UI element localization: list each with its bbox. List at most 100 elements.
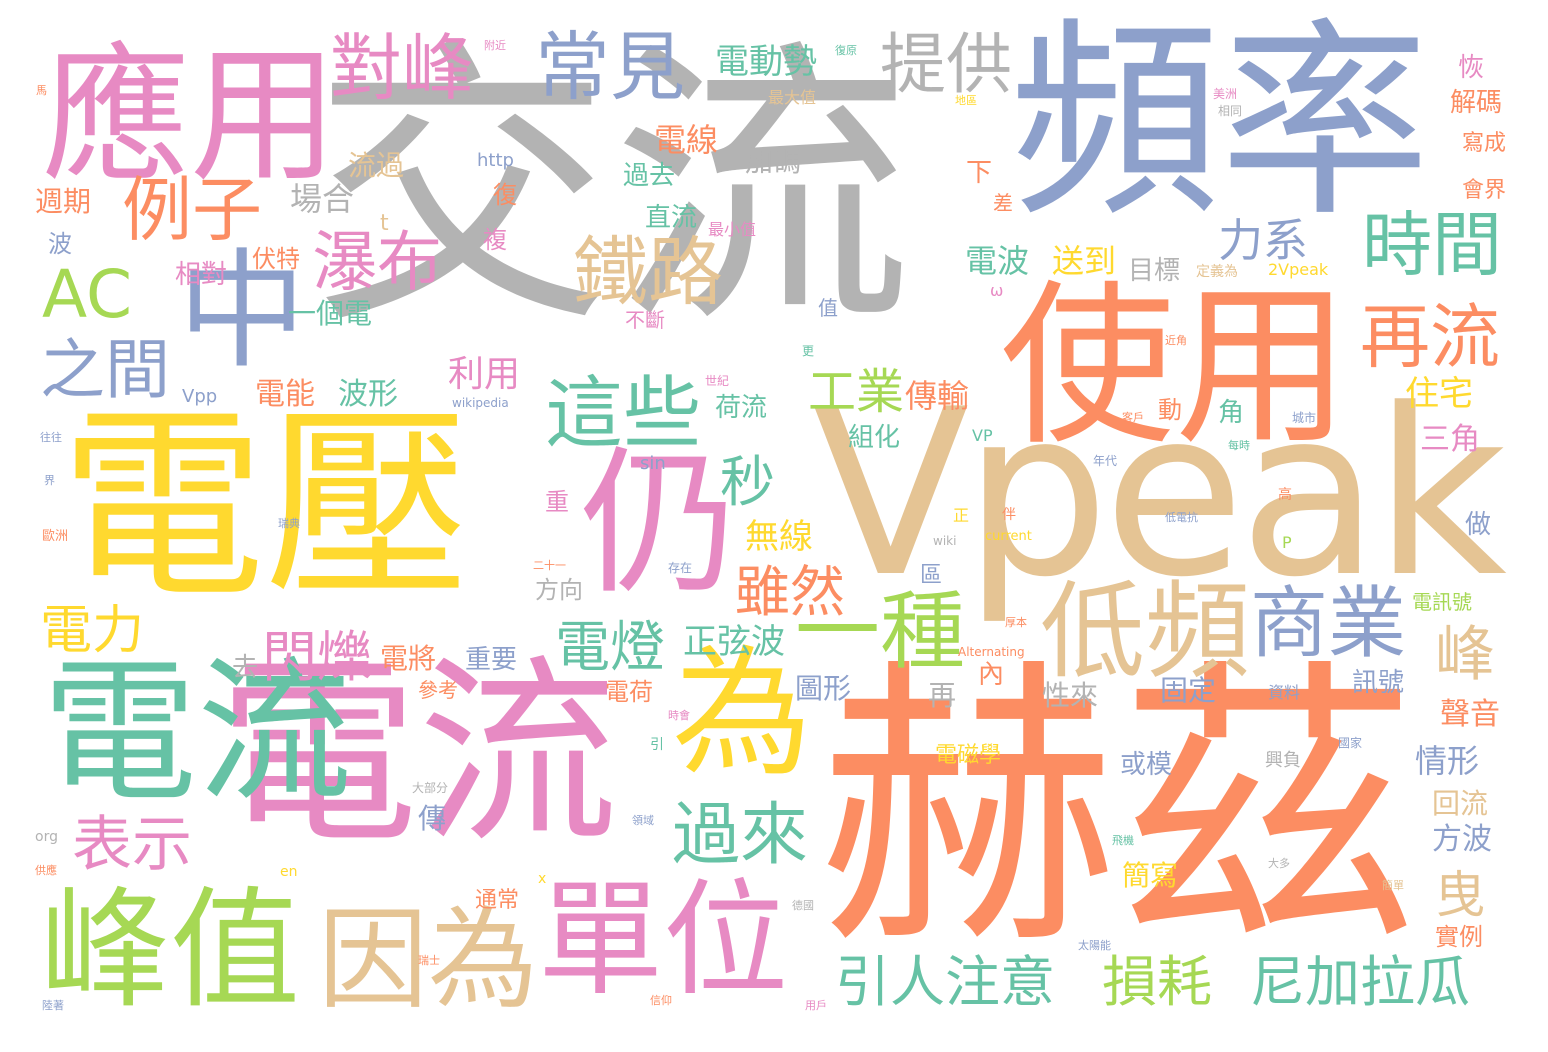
word-cloud-word: 固定 xyxy=(1160,674,1217,707)
word-cloud-word: 復 xyxy=(493,181,517,209)
word-cloud-word: 世紀 xyxy=(705,374,730,388)
word-cloud-word: 電流 xyxy=(42,642,352,823)
word-cloud-word: 一種 xyxy=(795,583,966,682)
word-cloud-word: Vpp xyxy=(182,386,218,407)
word-cloud-word: x xyxy=(538,871,547,887)
word-cloud-word: 對峰 xyxy=(330,26,475,110)
word-cloud-word: 下 xyxy=(966,158,993,188)
word-cloud-word: VP xyxy=(972,426,993,445)
word-cloud-word: 差 xyxy=(993,191,1013,215)
word-cloud-word: 領域 xyxy=(632,814,654,827)
word-cloud-word: ω xyxy=(990,281,1004,300)
word-cloud-word: 重要 xyxy=(465,645,518,675)
word-cloud-word: 鐵路 xyxy=(573,228,724,316)
word-cloud-word: 電力 xyxy=(40,601,145,661)
word-cloud-word: 中 xyxy=(178,237,307,386)
word-cloud-word: 住宅 xyxy=(1405,374,1473,414)
word-cloud-word: 仍 xyxy=(580,432,738,616)
word-cloud-word: 峰值 xyxy=(40,874,301,1026)
word-cloud-word: 德國 xyxy=(792,899,814,912)
word-cloud-word: 表示 xyxy=(72,810,192,880)
word-cloud-word: 例子 xyxy=(122,169,262,251)
word-cloud-word: 近角 xyxy=(1165,334,1187,347)
word-cloud-word: 往往 xyxy=(40,431,62,444)
word-cloud-word: 做 xyxy=(1465,510,1492,540)
word-cloud-word: 頻率 xyxy=(1010,0,1431,245)
word-cloud-word: 正弦波 xyxy=(683,622,785,662)
word-cloud-word: 正 xyxy=(953,506,970,525)
word-cloud-word: AC xyxy=(42,256,133,333)
word-cloud-word: 引 xyxy=(650,737,664,753)
word-cloud-word: 城市 xyxy=(1292,411,1317,425)
word-cloud-word: 解碼 xyxy=(1450,88,1503,118)
word-cloud-word: 國家 xyxy=(1338,736,1363,750)
word-cloud-word: 三角 xyxy=(1420,422,1480,457)
word-cloud-word: 電燈 xyxy=(555,615,666,679)
word-cloud-word: 波 xyxy=(48,230,72,258)
word-cloud-word: 值 xyxy=(818,296,838,320)
word-cloud-word: 荷流 xyxy=(715,393,768,423)
word-cloud-word: 參考 xyxy=(418,678,458,702)
word-cloud-word: 大多 xyxy=(1268,857,1290,870)
word-cloud-word: 厚本 xyxy=(1005,616,1027,629)
word-cloud-word: 飛機 xyxy=(1112,834,1134,847)
word-cloud-word: 大部分 xyxy=(412,781,449,795)
word-cloud-word: 二十一 xyxy=(533,559,566,572)
word-cloud-word: wikipedia xyxy=(452,396,509,410)
word-cloud-word: 方向 xyxy=(535,576,583,604)
word-cloud-word: P xyxy=(1282,533,1292,552)
word-cloud-word: 電能 xyxy=(255,377,315,412)
word-cloud-word: 重 xyxy=(545,488,569,516)
word-cloud-word: 會界 xyxy=(1462,178,1507,203)
word-cloud-word: 界 xyxy=(44,474,55,487)
word-cloud-word: 供應 xyxy=(35,864,57,877)
word-cloud-word: 內 xyxy=(978,660,1005,690)
word-cloud-word: 損耗 xyxy=(1102,950,1213,1014)
word-cloud-word: 商業 xyxy=(1250,579,1407,669)
word-cloud-word: 這些 xyxy=(545,369,702,459)
word-cloud-word: 實例 xyxy=(1435,923,1483,951)
word-cloud-word: 之間 xyxy=(40,333,171,408)
word-cloud-word: 引人注意 xyxy=(835,950,1056,1014)
word-cloud-word: 去 xyxy=(232,653,259,683)
word-cloud-word: 傳輸 xyxy=(905,377,970,415)
word-cloud-word: 定義為 xyxy=(1196,264,1238,280)
word-cloud-word: Vpeak xyxy=(812,361,1507,628)
word-cloud-word: 過去 xyxy=(623,161,676,191)
word-cloud-word: 應用 xyxy=(42,30,338,202)
word-cloud-word: 每時 xyxy=(1228,439,1250,452)
word-cloud-word: http xyxy=(477,150,514,171)
word-cloud-word: t xyxy=(380,211,389,236)
word-cloud-word: 最大值 xyxy=(768,88,817,107)
word-cloud-word: 存在 xyxy=(668,561,693,575)
word-cloud-word: 週期 xyxy=(35,185,92,218)
word-cloud-word: 赫茲 xyxy=(818,635,1418,984)
word-cloud-word: 興負 xyxy=(1265,750,1301,771)
word-cloud-word: 目標 xyxy=(1128,256,1181,286)
word-cloud-word: 送到 xyxy=(1052,242,1117,280)
word-cloud-word: 加碼 xyxy=(745,145,802,178)
word-cloud-word: org xyxy=(35,829,58,845)
word-cloud-word: 電將 xyxy=(380,642,437,675)
word-cloud-word: sin xyxy=(640,453,666,474)
word-cloud-word: 一個電 xyxy=(288,297,373,330)
word-cloud-word: 低頻 xyxy=(1040,571,1251,693)
word-cloud-word: current xyxy=(985,529,1032,544)
word-cloud-word: 再 xyxy=(928,679,957,712)
word-cloud-word: 低電抗 xyxy=(1165,511,1198,524)
word-cloud-word: 附近 xyxy=(484,39,506,52)
word-cloud-word: 直流 xyxy=(645,203,698,233)
word-cloud-word: 曳 xyxy=(1435,866,1485,924)
word-cloud-word: 電動勢 xyxy=(715,42,817,82)
word-cloud-word: 電磁學 xyxy=(935,743,1002,768)
word-cloud-word: 性來 xyxy=(1042,679,1099,712)
word-cloud-word: wiki xyxy=(933,534,957,548)
word-cloud-word: 圖形 xyxy=(795,672,852,705)
word-cloud-word: 2Vpeak xyxy=(1268,260,1329,279)
word-cloud-word: 時間 xyxy=(1362,204,1502,286)
word-cloud-word: 伴 xyxy=(1002,507,1016,523)
word-cloud-word: 用戶 xyxy=(805,999,827,1012)
word-cloud-word: 傳 xyxy=(418,802,447,835)
word-cloud-word: 高 xyxy=(1278,487,1292,503)
